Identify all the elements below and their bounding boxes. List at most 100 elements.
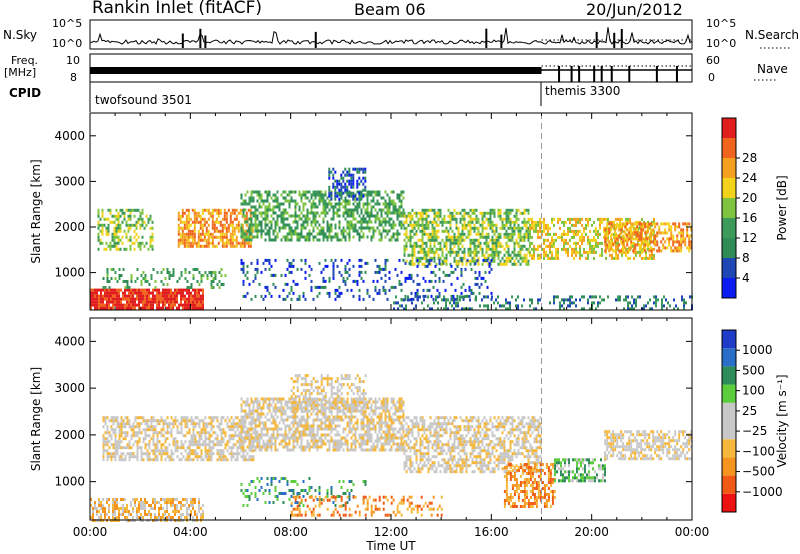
echo-cell bbox=[670, 225, 673, 229]
echo-cell bbox=[172, 274, 175, 277]
echo-cell bbox=[180, 425, 183, 429]
echo-cell bbox=[557, 250, 559, 254]
echo-cell bbox=[185, 226, 188, 230]
echo-cell bbox=[310, 279, 313, 283]
echo-cell bbox=[176, 504, 178, 507]
echo-cell bbox=[262, 202, 265, 206]
echo-cell bbox=[484, 279, 487, 283]
echo-cell bbox=[513, 223, 516, 227]
echo-cell bbox=[211, 211, 214, 215]
echo-cell bbox=[258, 190, 261, 194]
echo-cell bbox=[136, 446, 139, 450]
echo-cell bbox=[160, 294, 162, 298]
echo-cell bbox=[164, 510, 166, 513]
echo-cell bbox=[457, 211, 460, 215]
echo-cell bbox=[364, 167, 367, 171]
echo-cell bbox=[650, 231, 653, 235]
echo-cell bbox=[97, 247, 100, 251]
echo-cell bbox=[164, 303, 166, 307]
echo-cell bbox=[639, 250, 641, 254]
echo-cell bbox=[156, 306, 158, 310]
echo-cell bbox=[262, 229, 265, 233]
echo-cell bbox=[640, 225, 643, 229]
echo-cell bbox=[139, 223, 142, 227]
echo-cell bbox=[186, 297, 188, 301]
echo-cell bbox=[137, 208, 140, 212]
echo-cell bbox=[104, 516, 106, 519]
echo-cell bbox=[136, 443, 139, 447]
echo-cell bbox=[116, 297, 118, 301]
echo-cell bbox=[122, 452, 125, 456]
echo-cell bbox=[179, 214, 182, 218]
echo-cell bbox=[201, 208, 204, 212]
echo-cell bbox=[204, 416, 207, 420]
echo-cell bbox=[386, 208, 389, 212]
echo-cell bbox=[264, 205, 267, 209]
echo-cell bbox=[219, 208, 222, 212]
echo-cell bbox=[124, 306, 126, 310]
echo-cell bbox=[298, 205, 301, 209]
echo-cell bbox=[242, 458, 245, 462]
echo-cell bbox=[475, 247, 478, 251]
echo-cell bbox=[306, 214, 309, 218]
echo-cell bbox=[138, 294, 140, 298]
echo-cell bbox=[304, 214, 307, 218]
echo-cell bbox=[362, 217, 365, 221]
echo-cell bbox=[350, 182, 353, 186]
echo-cell bbox=[148, 303, 150, 307]
echo-cell bbox=[136, 455, 139, 459]
echo-cell bbox=[248, 232, 251, 236]
echo-cell bbox=[206, 452, 209, 456]
echo-cell bbox=[579, 253, 581, 257]
echo-cell bbox=[404, 297, 407, 301]
echo-cell bbox=[247, 241, 250, 245]
echo-cell bbox=[678, 231, 681, 235]
echo-cell bbox=[188, 443, 191, 447]
echo-cell bbox=[400, 214, 403, 218]
echo-cell bbox=[368, 229, 371, 233]
echo-cell bbox=[138, 425, 141, 429]
echo-cell bbox=[113, 220, 116, 224]
echo-cell bbox=[423, 241, 426, 245]
echo-cell bbox=[205, 220, 208, 224]
echo-cell bbox=[109, 220, 112, 224]
echo-cell bbox=[98, 303, 100, 307]
echo-cell bbox=[437, 214, 440, 218]
echo-cell bbox=[292, 220, 295, 224]
echo-cell bbox=[446, 273, 449, 277]
echo-cell bbox=[352, 176, 355, 180]
echo-cell bbox=[124, 286, 127, 289]
echo-cell bbox=[120, 288, 122, 292]
echo-cell bbox=[479, 247, 482, 251]
echo-cell bbox=[215, 211, 218, 215]
echo-cell bbox=[212, 419, 215, 423]
top-panels bbox=[89, 19, 790, 112]
echo-cell bbox=[332, 264, 335, 268]
echo-cell bbox=[529, 241, 531, 245]
echo-cell bbox=[218, 440, 221, 444]
echo-cell bbox=[203, 235, 206, 239]
echo-cell bbox=[505, 214, 508, 218]
echo-cell bbox=[115, 235, 118, 239]
echo-cell bbox=[122, 437, 125, 441]
echo-cell bbox=[306, 217, 309, 221]
echo-cell bbox=[449, 211, 452, 215]
echo-cell bbox=[340, 185, 343, 189]
echo-cell bbox=[438, 291, 441, 295]
echo-cell bbox=[449, 214, 452, 218]
echo-cell bbox=[664, 240, 667, 244]
echo-cell bbox=[258, 202, 261, 206]
echo-cell bbox=[628, 246, 631, 250]
echo-cell bbox=[354, 217, 357, 221]
echo-cell bbox=[561, 232, 563, 236]
echo-cell bbox=[146, 288, 148, 292]
echo-cell bbox=[118, 458, 121, 462]
echo-cell bbox=[442, 261, 445, 265]
echo-cell bbox=[469, 253, 472, 257]
echo-cell bbox=[223, 244, 226, 248]
echo-cell bbox=[180, 431, 183, 435]
echo-cell bbox=[529, 298, 531, 302]
echo-cell bbox=[615, 298, 617, 302]
echo-cell bbox=[238, 431, 241, 435]
echo-cell bbox=[622, 240, 625, 244]
